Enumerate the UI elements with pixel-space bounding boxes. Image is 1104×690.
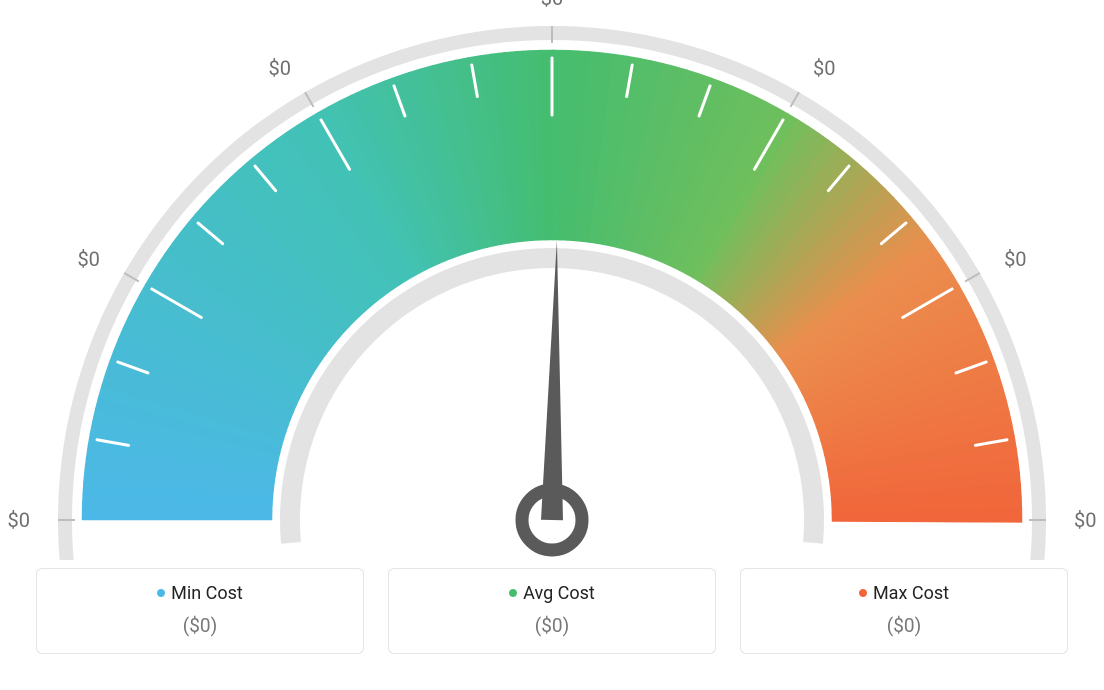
legend-card-avg: Avg Cost ($0): [388, 568, 716, 654]
gauge-chart: $0 $0 $0 $0 $0 $0 $0: [0, 0, 1104, 560]
legend-value-max: ($0): [753, 614, 1055, 637]
legend-value-avg: ($0): [401, 614, 703, 637]
svg-text:$0: $0: [77, 247, 99, 271]
legend-row: Min Cost ($0) Avg Cost ($0) Max Cost ($0…: [0, 568, 1104, 654]
svg-text:$0: $0: [1004, 247, 1026, 271]
legend-title-min-text: Min Cost: [171, 583, 243, 604]
legend-value-min: ($0): [49, 614, 351, 637]
dot-icon: [859, 589, 867, 597]
legend-title-max: Max Cost: [753, 583, 1055, 604]
legend-title-min: Min Cost: [49, 583, 351, 604]
legend-title-avg-text: Avg Cost: [523, 583, 595, 604]
legend-title-avg: Avg Cost: [401, 583, 703, 604]
legend-title-max-text: Max Cost: [873, 583, 949, 604]
dot-icon: [157, 589, 165, 597]
dot-icon: [509, 589, 517, 597]
svg-text:$0: $0: [813, 56, 835, 80]
legend-card-max: Max Cost ($0): [740, 568, 1068, 654]
svg-text:$0: $0: [8, 508, 30, 532]
svg-text:$0: $0: [1074, 508, 1096, 532]
svg-text:$0: $0: [541, 0, 563, 10]
svg-text:$0: $0: [269, 56, 291, 80]
gauge-svg: $0 $0 $0 $0 $0 $0 $0: [0, 0, 1104, 560]
legend-card-min: Min Cost ($0): [36, 568, 364, 654]
